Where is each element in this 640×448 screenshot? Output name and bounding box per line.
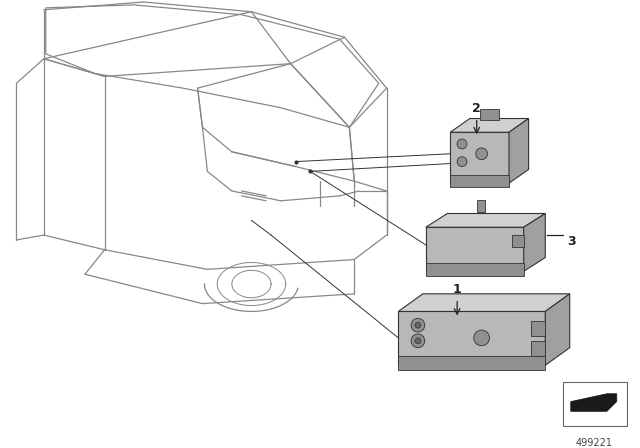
Circle shape bbox=[457, 157, 467, 167]
Polygon shape bbox=[571, 394, 617, 411]
Circle shape bbox=[411, 334, 425, 348]
Polygon shape bbox=[479, 109, 499, 121]
Polygon shape bbox=[451, 119, 529, 132]
Circle shape bbox=[415, 338, 421, 344]
Circle shape bbox=[476, 148, 488, 159]
Polygon shape bbox=[509, 119, 529, 183]
Text: 3: 3 bbox=[567, 235, 575, 248]
Polygon shape bbox=[426, 263, 524, 276]
Polygon shape bbox=[531, 341, 545, 356]
Polygon shape bbox=[477, 200, 484, 211]
Text: 2: 2 bbox=[472, 102, 481, 115]
Polygon shape bbox=[451, 175, 509, 187]
Text: 1: 1 bbox=[452, 283, 461, 296]
Polygon shape bbox=[426, 214, 545, 227]
Polygon shape bbox=[426, 227, 524, 271]
Polygon shape bbox=[545, 294, 570, 365]
Polygon shape bbox=[398, 294, 570, 311]
Polygon shape bbox=[451, 132, 509, 183]
Circle shape bbox=[474, 330, 490, 346]
Polygon shape bbox=[46, 5, 379, 127]
Polygon shape bbox=[531, 321, 545, 336]
Text: 499221: 499221 bbox=[576, 438, 612, 448]
Polygon shape bbox=[398, 311, 545, 365]
Polygon shape bbox=[398, 356, 545, 370]
Circle shape bbox=[415, 322, 421, 328]
Circle shape bbox=[411, 319, 425, 332]
Circle shape bbox=[457, 139, 467, 149]
Polygon shape bbox=[524, 214, 545, 271]
Polygon shape bbox=[512, 235, 524, 247]
